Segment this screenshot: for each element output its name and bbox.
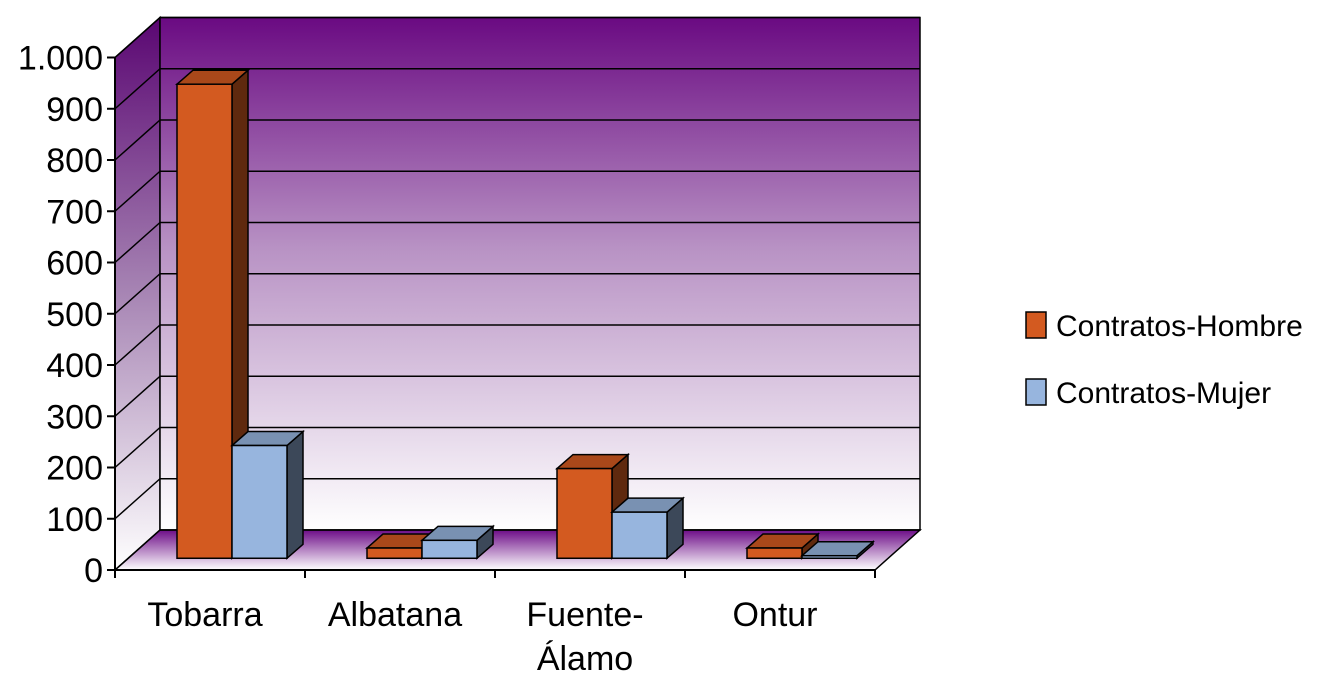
bar-front: [611, 511, 668, 560]
category-label: Fuente-Álamo: [526, 596, 643, 678]
gridline-side: [114, 324, 161, 366]
bar-Contratos-Hombre-Ontur: [745, 532, 820, 560]
legend-item: Contratos-Hombre: [1025, 310, 1303, 343]
bar-side: [286, 429, 304, 560]
bar-Contratos-Hombre-Tobarra: [175, 68, 250, 560]
gridline-side: [114, 273, 161, 315]
gridline-side: [114, 68, 161, 110]
legend-label: Contratos-Mujer: [1056, 377, 1271, 410]
bar-Contratos-Mujer-Tobarra: [230, 429, 305, 560]
gridline-side: [114, 375, 161, 417]
gridline-side: [114, 16, 161, 59]
y-tick-labels: 0 100 200 300 400 500 600 700 800 900 1.000: [18, 40, 103, 591]
y-tick-label: 0: [84, 552, 103, 590]
y-tick-label: 600: [46, 245, 103, 283]
y-tick-label: 200: [46, 450, 103, 488]
gridline-side: [114, 426, 161, 469]
gridline-side: [114, 478, 161, 520]
gridline-side: [114, 221, 161, 264]
category-label: Tobarra: [147, 596, 262, 634]
gridline-side: [114, 119, 161, 161]
bar-front: [556, 467, 613, 560]
legend-label: Contratos-Hombre: [1056, 310, 1303, 343]
y-tick-label: 400: [46, 347, 103, 385]
y-tick-label: 100: [46, 501, 103, 539]
bar-front: [366, 547, 423, 560]
bar-Contratos-Hombre-Fuente-Álamo: [555, 452, 630, 560]
bar-front: [746, 547, 803, 560]
y-tick-label: 1.000: [18, 40, 103, 78]
bar-Contratos-Mujer-Fuente-Álamo: [610, 496, 685, 560]
bar-front: [421, 539, 478, 560]
gridline-side: [114, 170, 161, 212]
y-tick-label: 800: [46, 142, 103, 180]
bar-front: [176, 83, 233, 560]
legend-item: Contratos-Mujer: [1025, 377, 1271, 410]
bar-Contratos-Mujer-Albatana: [420, 524, 495, 560]
y-tick-label: 300: [46, 398, 103, 436]
category-labels: Tobarra Albatana Fuente-Álamo Ontur: [147, 596, 817, 678]
bar-Contratos-Mujer-Ontur: [800, 540, 875, 560]
category-label: Albatana: [328, 596, 462, 634]
legend-swatch: [1025, 378, 1047, 406]
gridline-side: [114, 529, 161, 571]
y-tick-label: 500: [46, 296, 103, 334]
y-tick-label: 700: [46, 193, 103, 231]
category-label: Ontur: [732, 596, 817, 634]
legend-swatch: [1025, 311, 1047, 339]
bars: [175, 68, 875, 560]
gridlines: [114, 16, 920, 571]
bar-front: [231, 444, 288, 560]
y-tick-label: 900: [46, 91, 103, 129]
bar-front: [801, 554, 858, 560]
legend: Contratos-Hombre Contratos-Mujer: [1025, 310, 1303, 410]
axes: [107, 56, 876, 578]
